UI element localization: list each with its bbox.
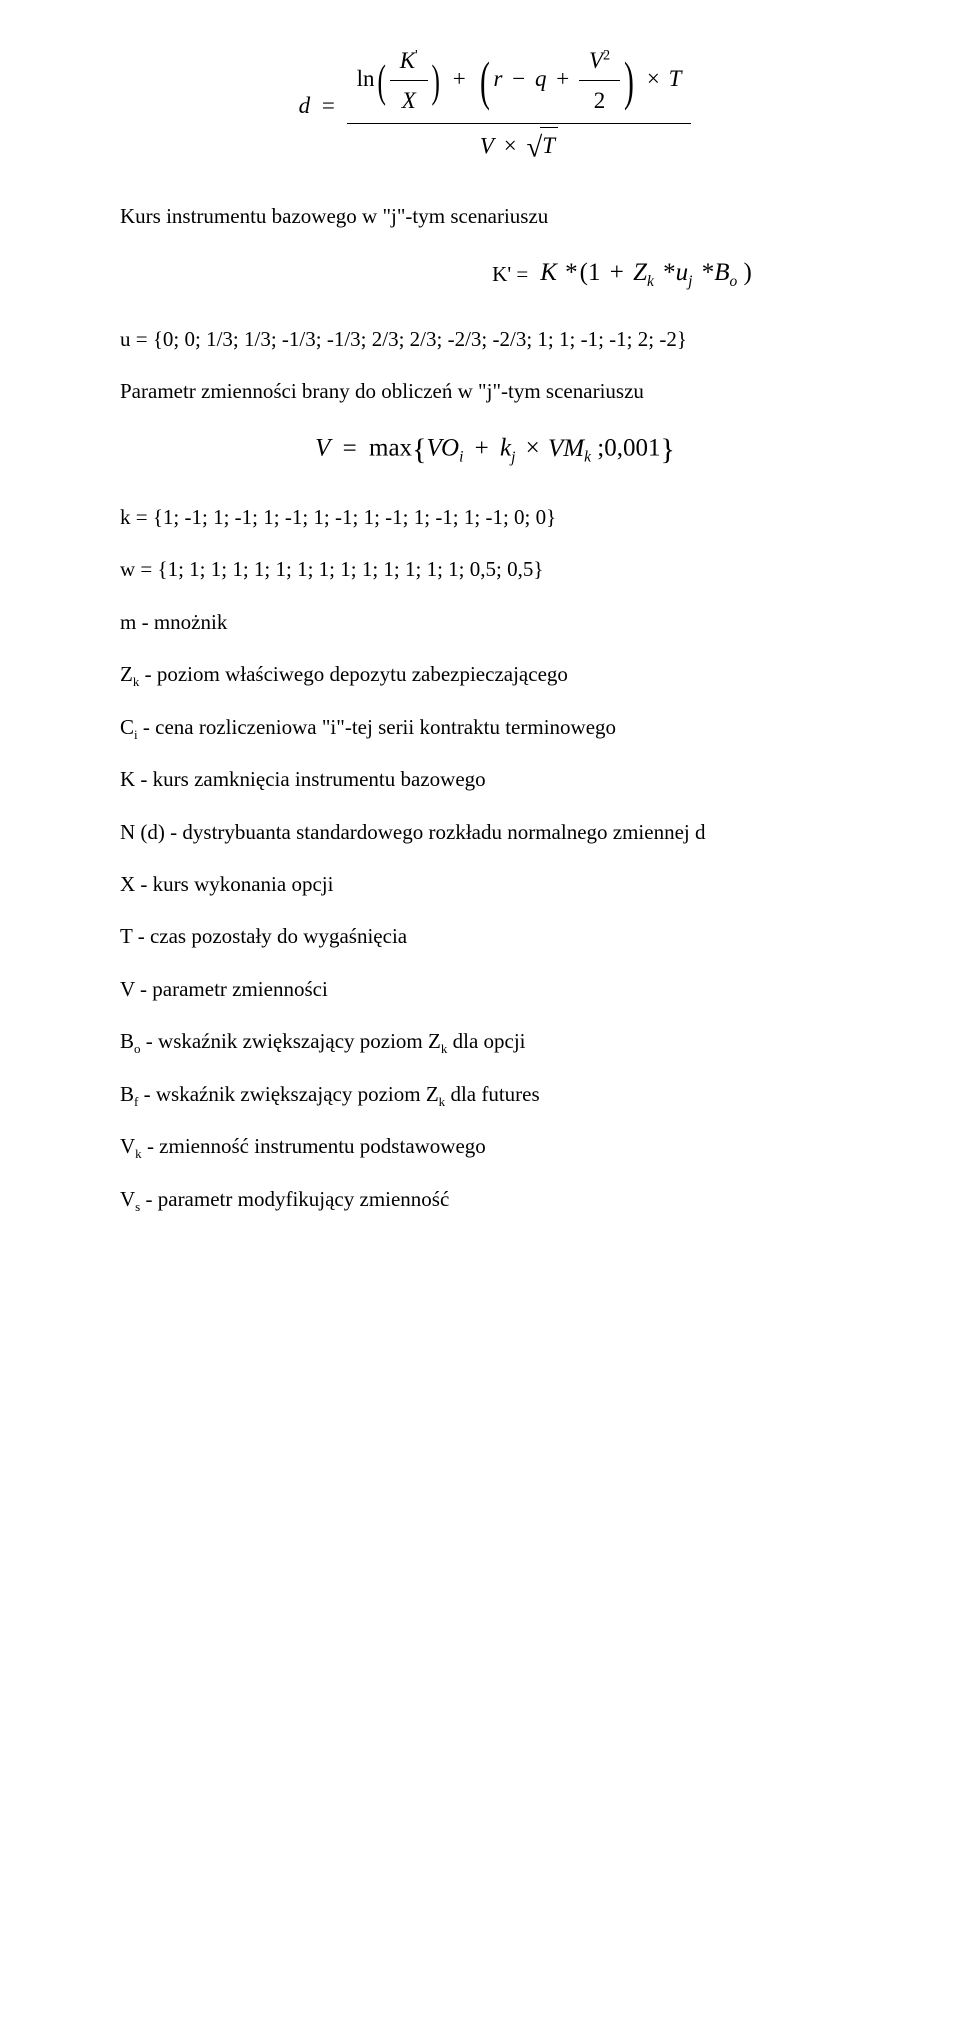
def-x: X - kurs wykonania opcji — [120, 869, 870, 899]
kx-frac: K' X — [390, 42, 428, 120]
v2-frac: V2 2 — [579, 42, 620, 120]
lcurly-icon: { — [412, 433, 426, 466]
rparen-icon: ) — [431, 58, 439, 104]
text-k-set: k = {1; -1; 1; -1; 1; -1; 1; -1; 1; -1; … — [120, 502, 870, 532]
def-k: K - kurs zamknięcia instrumentu bazowego — [120, 764, 870, 794]
d-lhs: d — [299, 89, 311, 122]
lparen-icon: ( — [378, 58, 386, 104]
def-bo: Bo - wskaźnik zwiększający poziom Zk dla… — [120, 1026, 870, 1056]
kprime-lhs: K' = — [492, 259, 528, 289]
rparen-icon: ) — [624, 54, 634, 108]
text-m: m - mnożnik — [120, 607, 870, 637]
def-t: T - czas pozostały do wygaśnięcia — [120, 921, 870, 951]
ln-label: ln — [357, 66, 375, 91]
d-outer-frac: ln( K' X ) + (r − q + V2 2 ) × T V × √T — [347, 40, 692, 171]
text-param-brany: Parametr zmienności brany do obliczeń w … — [120, 376, 870, 406]
def-nd: N (d) - dystrybuanta standardowego rozkł… — [120, 817, 870, 847]
def-ci: Ci - cena rozliczeniowa "i"-tej serii ko… — [120, 712, 870, 742]
def-bf: Bf - wskaźnik zwiększający poziom Zk dla… — [120, 1079, 870, 1109]
text-kurs-j: Kurs instrumentu bazowego w "j"-tym scen… — [120, 201, 870, 231]
def-vk: Vk - zmienność instrumentu podstawowego — [120, 1131, 870, 1161]
kprime-rhs: K *(1 + Zk *uj *Bo ) — [534, 253, 758, 295]
formula-d: d = ln( K' X ) + (r − q + V2 2 ) × T V ×… — [120, 40, 870, 171]
def-v: V - parametr zmienności — [120, 974, 870, 1004]
text-w-set: w = {1; 1; 1; 1; 1; 1; 1; 1; 1; 1; 1; 1;… — [120, 554, 870, 584]
sqrt-icon: √T — [526, 127, 558, 169]
lparen-icon: ( — [480, 54, 490, 108]
d-eq: = — [316, 89, 341, 122]
def-zk: Zk - poziom właściwego depozytu zabezpie… — [120, 659, 870, 689]
rcurly-icon: } — [660, 433, 674, 466]
text-u-set: u = {0; 0; 1/3; 1/3; -1/3; -1/3; 2/3; 2/… — [120, 324, 870, 354]
def-vs: Vs - parametr modyfikujący zmienność — [120, 1184, 870, 1214]
formula-kprime: K' = K *(1 + Zk *uj *Bo ) — [380, 253, 870, 295]
formula-v: V = max{VOi + kj × VMk ;0,001} — [120, 428, 870, 472]
